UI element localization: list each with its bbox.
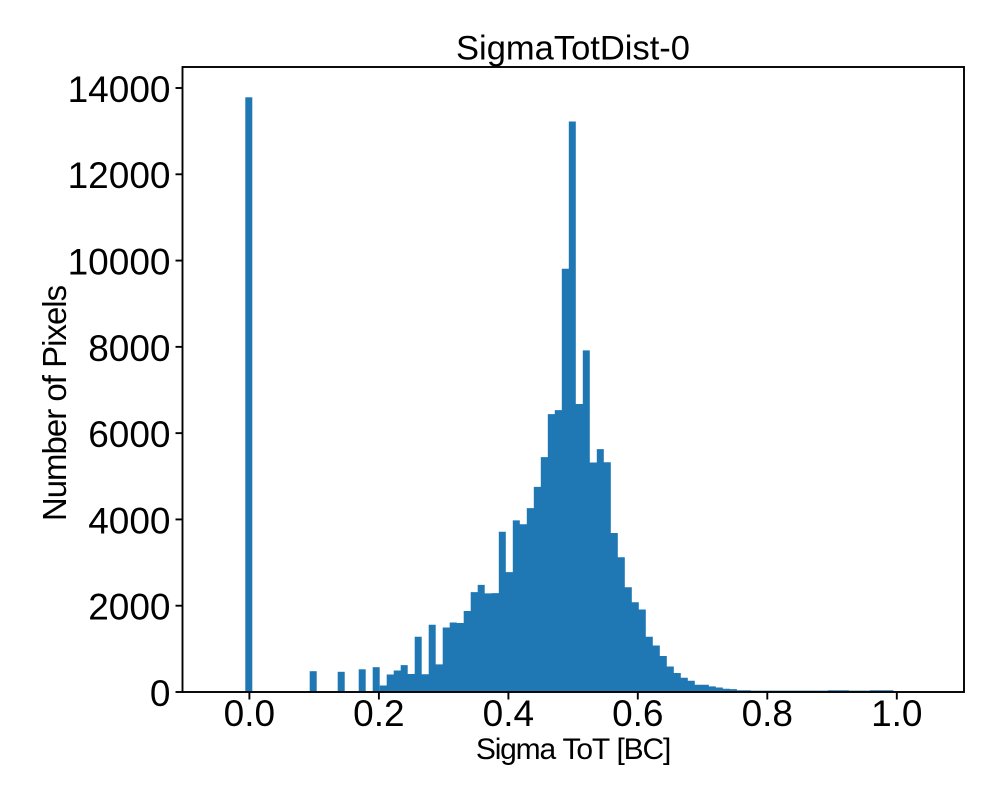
svg-text:0.8: 0.8 [742,693,793,734]
svg-text:2000: 2000 [88,587,170,628]
svg-text:12000: 12000 [68,155,171,196]
svg-text:4000: 4000 [88,500,170,541]
svg-text:Number of Pixels: Number of Pixels [36,285,73,521]
svg-text:0.4: 0.4 [483,693,534,734]
svg-text:6000: 6000 [88,414,170,455]
svg-text:SigmaTotDist-0: SigmaTotDist-0 [456,30,690,68]
svg-text:0: 0 [150,673,171,714]
svg-text:0.2: 0.2 [353,693,404,734]
svg-text:Sigma ToT [BC]: Sigma ToT [BC] [476,733,670,766]
svg-text:0.0: 0.0 [224,693,275,734]
svg-text:10000: 10000 [68,241,171,282]
svg-text:1.0: 1.0 [871,693,922,734]
svg-text:14000: 14000 [68,69,171,110]
svg-text:0.6: 0.6 [612,693,663,734]
svg-text:8000: 8000 [88,328,170,369]
